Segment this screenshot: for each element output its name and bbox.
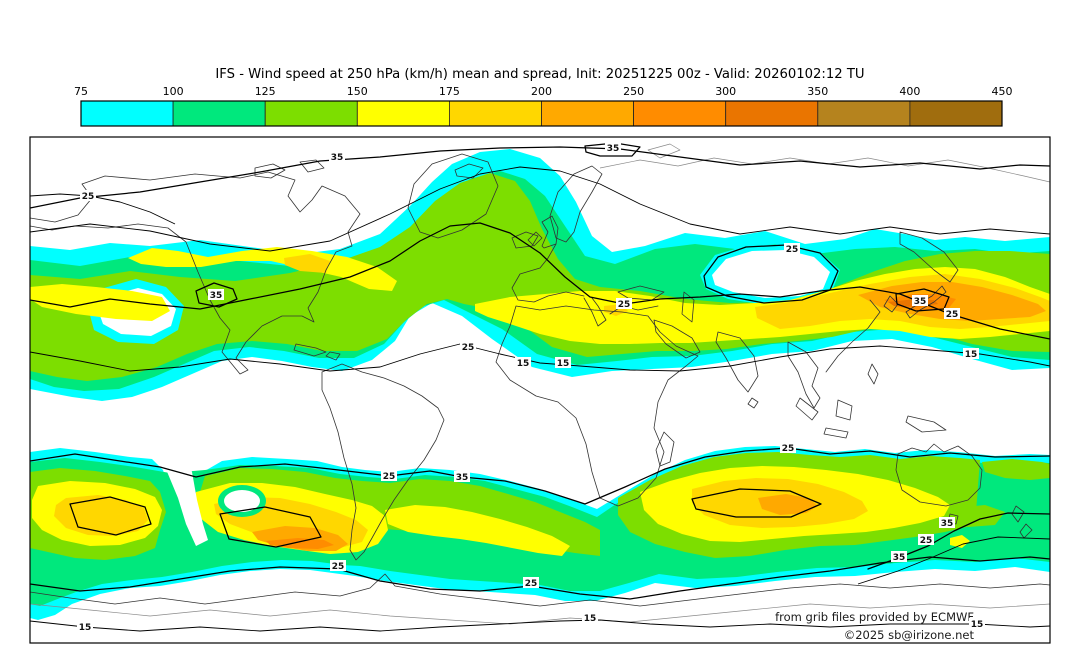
contour-label: 15 — [79, 623, 92, 633]
contour-label-box — [582, 612, 598, 623]
contour-label-box — [780, 442, 796, 453]
contour-label-box — [381, 470, 397, 481]
coast-north-america — [30, 171, 361, 375]
coast-india — [715, 331, 759, 409]
colorbar-legend: 75 100 125 150 175 200 250 300 350 400 450 — [74, 85, 1013, 127]
contour-label: 15 — [557, 359, 570, 369]
colorbar-tick-label: 450 — [992, 85, 1013, 98]
contour-label: 25 — [920, 536, 933, 546]
colorbar-segment — [448, 100, 542, 127]
coast-antarctica — [30, 573, 1050, 607]
coast-british-isles — [527, 215, 559, 249]
coast-east-asia-japan — [825, 231, 959, 373]
coast-maritime-continent — [795, 363, 947, 439]
colorbar-segment — [356, 100, 450, 127]
map-area: from grib files provided by ECMWF ©2025 … — [30, 137, 1050, 643]
colorbar-tick-label: 250 — [623, 85, 644, 98]
colorbar-segment — [725, 100, 819, 127]
contour-label: 25 — [82, 192, 95, 202]
contour-label-box — [891, 551, 907, 562]
contour-label: 35 — [456, 473, 469, 483]
contour-label: 35 — [893, 553, 906, 563]
colorbar-tick-label: 200 — [531, 85, 552, 98]
colorbar-tick-label: 125 — [255, 85, 276, 98]
coast-scandinavia — [549, 165, 603, 243]
contour-label: 15 — [584, 614, 597, 624]
colorbar-tick-label: 75 — [74, 85, 88, 98]
contour-label: 25 — [383, 472, 396, 482]
coast-south-america — [293, 343, 445, 561]
contour-label: 35 — [331, 153, 344, 163]
colorbar-segment — [80, 100, 174, 127]
contour-label-box — [963, 348, 979, 359]
map-frame — [29, 136, 1051, 644]
contour-label: 35 — [914, 297, 927, 307]
coast-arctic-islands — [254, 159, 484, 179]
coastlines — [30, 143, 1050, 625]
colorbar-tick-label: 300 — [715, 85, 736, 98]
contour-label-box — [616, 298, 632, 309]
contour-label-box — [208, 289, 224, 300]
contour-label-box — [912, 295, 928, 306]
contour-label-box — [77, 621, 93, 632]
contour-label: 25 — [946, 310, 959, 320]
contour-label-box — [515, 357, 531, 368]
colorbar-tick-label: 150 — [347, 85, 368, 98]
colorbar-tick-label: 100 — [163, 85, 184, 98]
coast-madagascar — [655, 431, 675, 467]
attribution-copyright: ©2025 sb@irizone.net — [844, 628, 975, 642]
contour-label-box — [918, 534, 934, 545]
chart-title: IFS - Wind speed at 250 hPa (km/h) mean … — [215, 67, 864, 82]
contour-label-box — [523, 577, 539, 588]
contour-label-box — [330, 560, 346, 571]
contour-label-box — [555, 357, 571, 368]
colorbar-segment — [817, 100, 911, 127]
coast-australia-nz — [895, 443, 1033, 539]
colorbar-segment — [541, 100, 634, 127]
contour-label-box — [454, 471, 470, 482]
coast-greenland — [407, 153, 499, 239]
contour-label: 35 — [210, 291, 223, 301]
contour-label: 25 — [618, 300, 631, 310]
contour-label: 15 — [971, 620, 984, 630]
colorbar-segment — [633, 100, 727, 127]
contour-label: 25 — [786, 245, 799, 255]
contour-label-box — [329, 151, 345, 162]
contour-label: 35 — [941, 519, 954, 529]
attribution-source: from grib files provided by ECMWF — [775, 610, 974, 624]
colorbar-outline — [80, 100, 1003, 127]
coast-antarctica-inner — [30, 603, 1050, 625]
contour-label: 15 — [517, 359, 530, 369]
colorbar-segment — [909, 100, 1003, 127]
coast-indochina — [787, 341, 821, 409]
contour-label: 25 — [332, 562, 345, 572]
colorbar-tick-label: 400 — [899, 85, 920, 98]
colorbar-tick-label: 350 — [807, 85, 828, 98]
contour-label-box — [460, 341, 476, 352]
contour-label-box — [784, 243, 800, 254]
coast-arabia — [653, 319, 701, 359]
contour-label: 35 — [607, 144, 620, 154]
colorbar-segment — [264, 100, 358, 127]
wind-speed-fill-contours — [30, 149, 1050, 620]
contour-label: 25 — [462, 343, 475, 353]
colorbar-segment — [172, 100, 266, 127]
coast-iceland — [511, 231, 539, 249]
contour-labels: 35 25 35 35 25 15 15 25 25 35 25 15 25 35 25 35 25 35 25 25… — [77, 142, 985, 633]
colorbar-tick-label: 175 — [439, 85, 460, 98]
contour-label-box — [939, 517, 955, 528]
contour-label: 25 — [782, 444, 795, 454]
contour-label-box — [80, 190, 96, 201]
contour-label: 15 — [965, 350, 978, 360]
contour-label: 25 — [525, 579, 538, 589]
contour-label-box — [969, 618, 985, 629]
contour-label-box — [605, 142, 621, 153]
contour-label-box — [944, 308, 960, 319]
